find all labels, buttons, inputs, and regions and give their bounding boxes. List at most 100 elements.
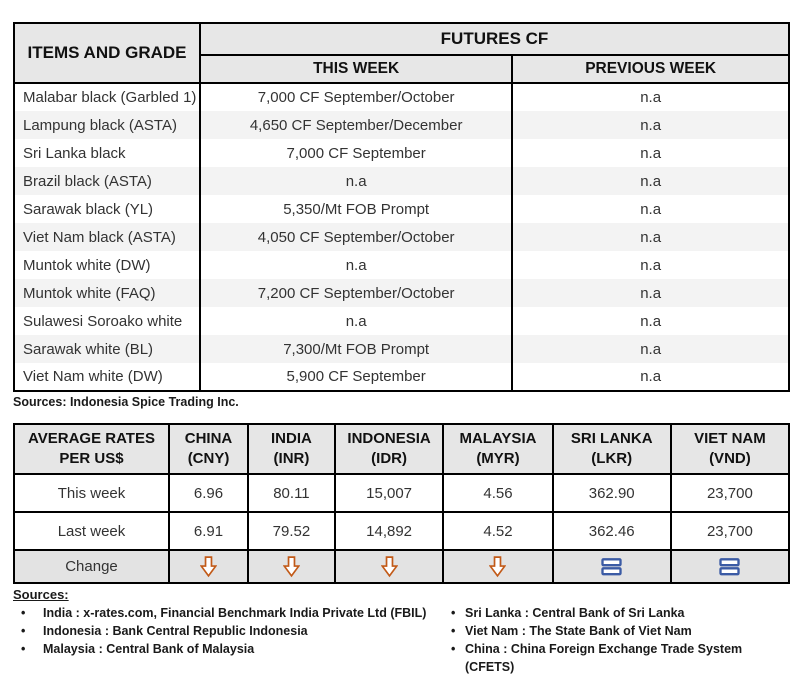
this-week-cell: 4,650 CF September/December [198,111,514,139]
country-name: SRI LANKA [570,429,653,447]
item-cell: Malabar black (Garbled 1) [13,83,201,111]
futures-row: Sarawak black (YL) 5,350/Mt FOB Prompt n.a [13,195,790,223]
this-week-cell: n.a [198,307,514,335]
rates-table: AVERAGE RATES PER US$ CHINA (CNY) INDIA (IN… [13,423,791,584]
futures-row: Muntok white (FAQ) 7,200 CF September/Oct… [13,279,790,307]
source-item: Viet Nam : The State Bank of Viet Nam [443,622,790,640]
rate-value-cell: 80.11 [247,473,336,513]
rate-value-cell: 23,700 [669,473,791,513]
rate-value-cell: 6.96 [167,473,250,513]
item-cell: Viet Nam black (ASTA) [13,223,201,251]
items-and-grade-header: ITEMS AND GRADE [13,22,201,84]
futures-row: Sri Lanka black 7,000 CF September n.a [13,139,790,167]
country-name: VIET NAM [694,429,766,447]
country-header: CHINA (CNY) [167,423,250,475]
down-arrow-icon [380,556,399,578]
item-cell: Sri Lanka black [13,139,201,167]
source-item: Malaysia : Central Bank of Malaysia [13,640,443,658]
this-week-cell: 5,900 CF September [198,363,514,391]
futures-row: Sarawak white (BL) 7,300/Mt FOB Prompt n.a [13,335,790,363]
previous-week-cell: n.a [511,223,790,251]
equal-icon [719,557,741,575]
futures-row: Viet Nam white (DW) 5,900 CF September n.a [13,363,790,391]
change-cell [333,549,445,584]
rate-value-cell: 15,007 [333,473,445,513]
country-header: INDONESIA (IDR) [333,423,445,475]
country-name: INDIA [271,429,312,447]
previous-week-cell: n.a [511,251,790,279]
futures-row: Sulawesi Soroako white n.a n.a [13,307,790,335]
this-week-cell: n.a [198,167,514,195]
rate-value-cell: 362.46 [551,511,672,551]
equal-icon-wrap [600,557,623,576]
sources-left-column: India : x-rates.com, Financial Benchmark… [13,604,443,677]
source-item: China : China Foreign Exchange Trade Sys… [443,640,790,676]
this-week-cell: 5,350/Mt FOB Prompt [198,195,514,223]
change-cell [167,549,250,584]
item-cell: Brazil black (ASTA) [13,167,201,195]
rate-value-cell: 4.52 [442,511,554,551]
previous-week-cell: n.a [511,83,790,111]
sources-right-column: Sri Lanka : Central Bank of Sri LankaVie… [443,604,790,677]
currency-code: (INR) [273,450,310,467]
rate-value-cell: 23,700 [669,511,791,551]
source-item: Indonesia : Bank Central Republic Indone… [13,622,443,640]
average-rates-header: AVERAGE RATES PER US$ [13,423,170,475]
rates-row: Last week 6.91 79.52 14,892 4.52 362.46 23,700 [13,511,791,551]
previous-week-cell: n.a [511,111,790,139]
futures-header-row-2: THIS WEEK PREVIOUS WEEK [14,54,790,84]
this-week-cell: 7,000 CF September [198,139,514,167]
futures-row: Brazil black (ASTA) n.a n.a [13,167,790,195]
previous-week-cell: n.a [511,279,790,307]
change-cell [551,549,672,584]
source-item: India : x-rates.com, Financial Benchmark… [13,604,443,622]
sources-left-list: India : x-rates.com, Financial Benchmark… [13,604,443,659]
sources-title: Sources: [13,587,69,602]
futures-row: Lampung black (ASTA) 4,650 CF September/D… [13,111,790,139]
previous-week-cell: n.a [511,195,790,223]
down-arrow-icon [199,556,218,578]
rate-value-cell: 6.91 [167,511,250,551]
item-cell: Sarawak black (YL) [13,195,201,223]
futures-row: Malabar black (Garbled 1) 7,000 CF Septem… [13,83,790,111]
average-rates-line1: AVERAGE RATES [28,429,155,447]
this-week-cell: 7,000 CF September/October [198,83,514,111]
this-week-cell: 7,300/Mt FOB Prompt [198,335,514,363]
change-row: Change [13,549,791,584]
futures-cf-header: FUTURES CF [199,22,790,56]
country-name: CHINA [184,429,233,447]
this-week-cell: n.a [198,251,514,279]
item-cell: Lampung black (ASTA) [13,111,201,139]
futures-source-note: Sources: Indonesia Spice Trading Inc. [13,395,239,409]
country-header: VIET NAM (VND) [669,423,791,475]
down-arrow-icon-wrap [489,555,507,578]
change-cell [247,549,336,584]
rates-row-label: Last week [13,511,170,551]
this-week-cell: 7,200 CF September/October [198,279,514,307]
futures-row: Viet Nam black (ASTA) 4,050 CF September/… [13,223,790,251]
item-cell: Muntok white (FAQ) [13,279,201,307]
previous-week-cell: n.a [511,307,790,335]
rate-value-cell: 4.56 [442,473,554,513]
item-cell: Muntok white (DW) [13,251,201,279]
country-name: MALAYSIA [459,429,537,447]
change-cell [442,549,554,584]
down-arrow-icon-wrap [282,555,301,578]
change-row-label: Change [13,549,170,584]
change-cell [669,549,791,584]
rate-value-cell: 79.52 [247,511,336,551]
down-arrow-icon [282,556,301,578]
futures-header-row-1: ITEMS AND GRADE FUTURES CF [13,22,790,84]
country-header: INDIA (INR) [247,423,336,475]
futures-table-body: Malabar black (Garbled 1) 7,000 CF Septem… [13,83,790,391]
down-arrow-icon-wrap [380,555,399,578]
rate-value-cell: 362.90 [551,473,672,513]
currency-code: (MYR) [476,450,520,467]
average-rates-line2: PER US$ [59,450,124,467]
rates-row-label: This week [13,473,170,513]
equal-icon [601,557,622,575]
rates-table-body: This week 6.96 80.11 15,007 4.56 362.90 23,700… [13,473,791,584]
source-item: Sri Lanka : Central Bank of Sri Lanka [443,604,790,622]
previous-week-cell: n.a [511,167,790,195]
